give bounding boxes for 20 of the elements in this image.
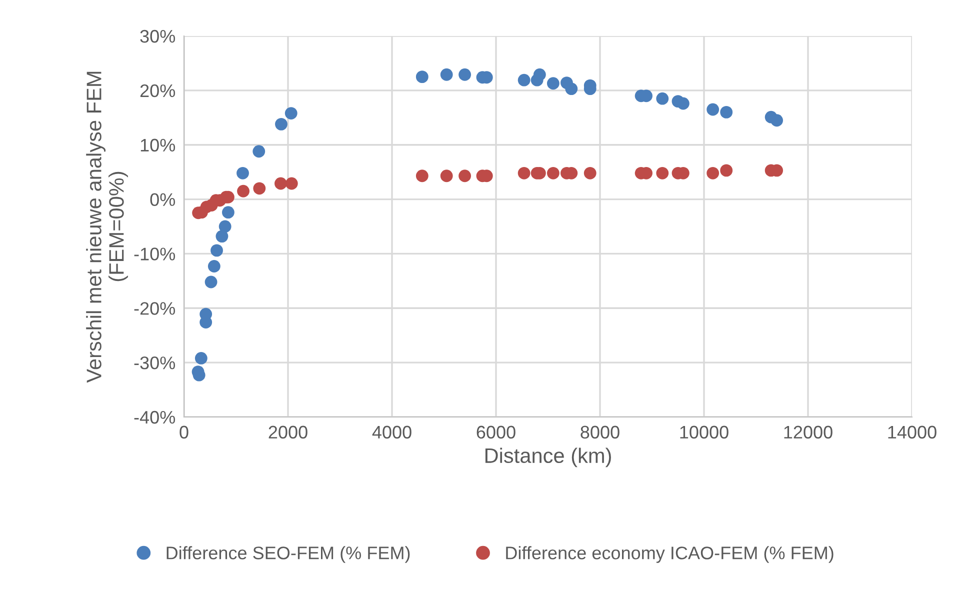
y-tick-label: 10% (140, 138, 176, 152)
y-tick-label: -40% (134, 410, 176, 424)
y-axis-title: Verschil met nieuwe analyse FEM (FEM=00%) (86, 72, 128, 383)
x-tick-label: 12000 (784, 426, 832, 439)
x-tick-label: 10000 (680, 426, 728, 439)
x-tick-label: 8000 (580, 426, 620, 439)
legend-label: Difference SEO-FEM (% FEM) (166, 546, 410, 563)
x-tick-label: 14000 (888, 426, 936, 439)
y-tick-label: 30% (140, 30, 176, 43)
x-tick-label: 6000 (476, 426, 516, 439)
x-tick-label: 2000 (268, 426, 308, 439)
y-tick-label: 20% (140, 84, 176, 98)
x-tick-label: 0 (180, 426, 188, 439)
y-tick-label: -30% (134, 356, 176, 370)
y-tick-label: -20% (134, 302, 176, 315)
legend-label: Difference economy ICAO-FEM (% FEM) (506, 546, 834, 563)
x-axis-title: Distance (km) (485, 448, 611, 468)
y-tick-label: 0% (150, 193, 176, 206)
y-tick-label: -10% (134, 248, 176, 260)
x-tick-label: 4000 (372, 426, 412, 439)
